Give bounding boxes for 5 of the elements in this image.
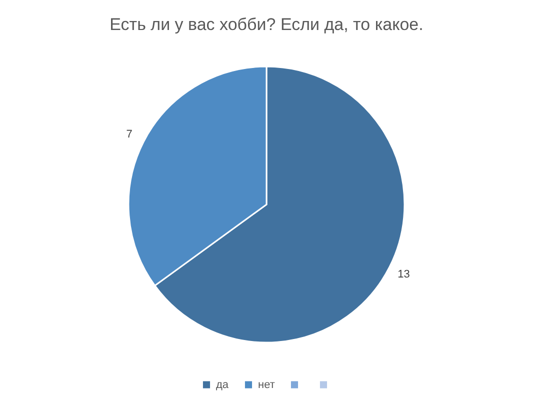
data-label: 13 bbox=[398, 268, 410, 280]
data-label: 7 bbox=[126, 128, 132, 141]
chart-title: Есть ли у вас хобби? Если да, то какое. bbox=[110, 15, 424, 34]
legend-label: нет bbox=[258, 378, 275, 391]
legend-label: да bbox=[216, 378, 230, 391]
